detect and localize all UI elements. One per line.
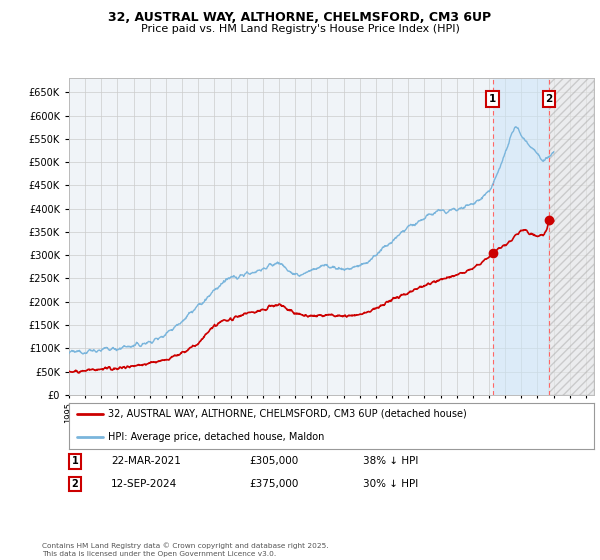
- Bar: [549, 78, 594, 395]
- Text: 2: 2: [71, 479, 79, 489]
- Text: 12-SEP-2024: 12-SEP-2024: [111, 479, 177, 489]
- Text: Contains HM Land Registry data © Crown copyright and database right 2025.
This d: Contains HM Land Registry data © Crown c…: [42, 543, 329, 557]
- Bar: [493, 78, 549, 395]
- Text: HPI: Average price, detached house, Maldon: HPI: Average price, detached house, Mald…: [109, 432, 325, 442]
- Text: 30% ↓ HPI: 30% ↓ HPI: [363, 479, 418, 489]
- Text: 1: 1: [489, 94, 496, 104]
- Text: 38% ↓ HPI: 38% ↓ HPI: [363, 456, 418, 466]
- Text: Price paid vs. HM Land Registry's House Price Index (HPI): Price paid vs. HM Land Registry's House …: [140, 24, 460, 34]
- Text: £305,000: £305,000: [249, 456, 298, 466]
- Bar: [549, 78, 594, 395]
- Text: 32, AUSTRAL WAY, ALTHORNE, CHELMSFORD, CM3 6UP (detached house): 32, AUSTRAL WAY, ALTHORNE, CHELMSFORD, C…: [109, 409, 467, 419]
- Text: 2: 2: [545, 94, 553, 104]
- Text: £375,000: £375,000: [249, 479, 298, 489]
- Text: 1: 1: [71, 456, 79, 466]
- Text: 22-MAR-2021: 22-MAR-2021: [111, 456, 181, 466]
- Text: 32, AUSTRAL WAY, ALTHORNE, CHELMSFORD, CM3 6UP: 32, AUSTRAL WAY, ALTHORNE, CHELMSFORD, C…: [109, 11, 491, 24]
